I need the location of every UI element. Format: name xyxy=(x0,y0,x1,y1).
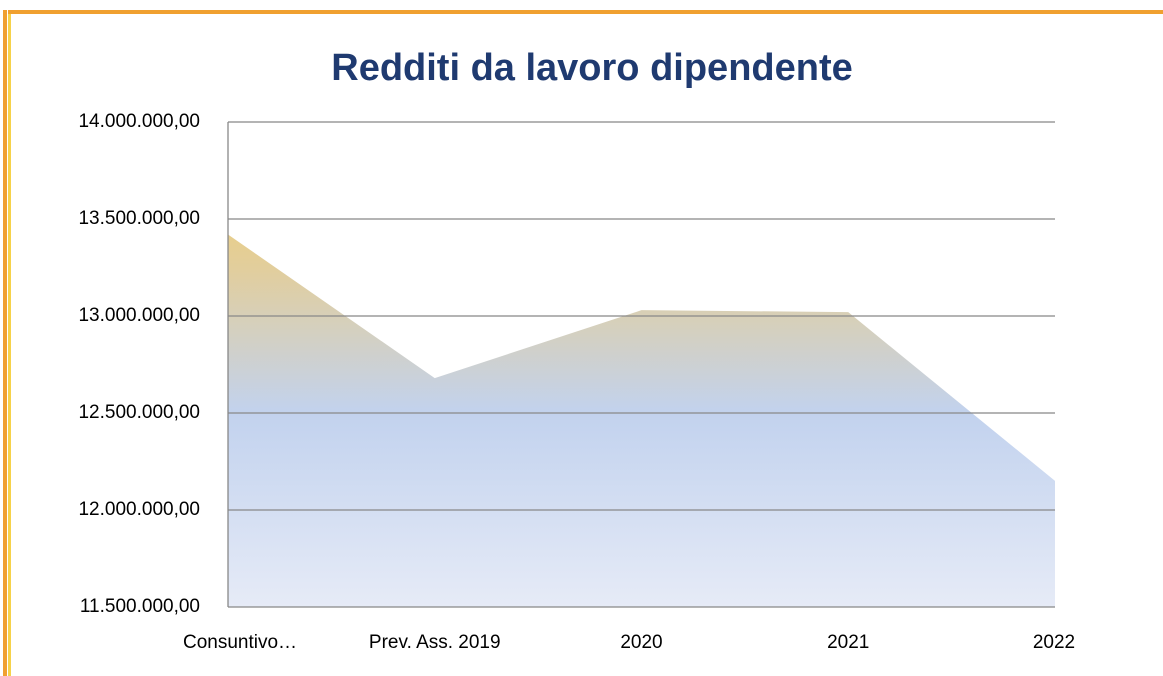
y-tick-label: 12.500.000,00 xyxy=(78,402,200,423)
frame-left xyxy=(3,10,7,676)
y-tick-label: 11.500.000,00 xyxy=(80,596,200,617)
frame-left-inner xyxy=(8,14,11,676)
y-tick-label: 14.000.000,00 xyxy=(78,111,200,132)
x-tick-label: Prev. Ass. 2019 xyxy=(369,632,501,653)
x-tick-label: Consuntivo… xyxy=(183,632,297,653)
x-tick-label: 2021 xyxy=(827,632,869,653)
chart-title: Redditi da lavoro dipendente xyxy=(331,47,853,89)
frame-top xyxy=(8,10,1163,14)
y-tick-label: 13.000.000,00 xyxy=(78,305,200,326)
area xyxy=(228,234,1055,607)
plot-area: 11.500.000,00 12.000.000,00 12.500.000,00 1… xyxy=(78,111,1075,653)
y-tick-label: 13.500.000,00 xyxy=(78,208,200,229)
x-tick-label: 2022 xyxy=(1033,632,1075,653)
x-tick-label: 2020 xyxy=(620,632,662,653)
y-tick-label: 12.000.000,00 xyxy=(78,499,200,520)
